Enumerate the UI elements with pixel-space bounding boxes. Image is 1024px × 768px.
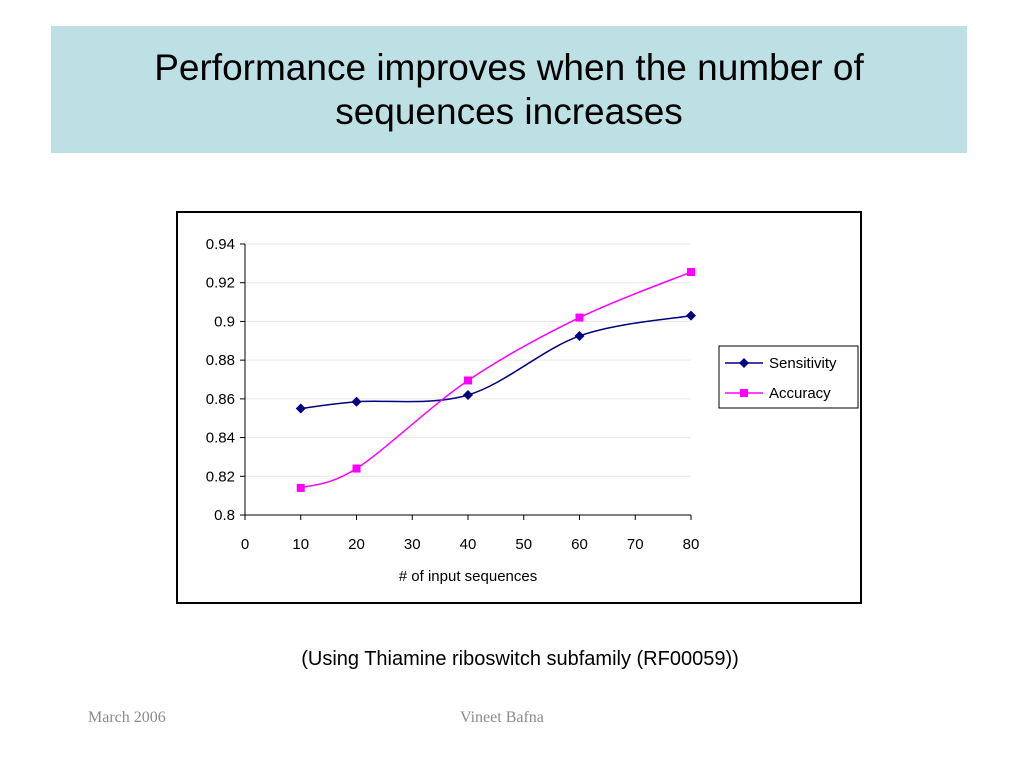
data-point-accuracy [352, 464, 361, 473]
x-tick-label: 40 [460, 536, 477, 553]
data-point-accuracy [575, 313, 584, 322]
x-tick-label: 0 [241, 536, 249, 553]
series-line-accuracy [300, 271, 692, 489]
data-point-accuracy [464, 376, 472, 385]
legend-box [718, 345, 859, 409]
x-tick-label: 30 [404, 536, 421, 553]
footer-author: Vineet Bafna [460, 709, 544, 726]
title-band: Performance improves when the number of … [51, 26, 967, 153]
x-axis-label: # of input sequences [399, 568, 537, 585]
data-point-sensitivity [686, 310, 696, 321]
y-tick-label: 0.94 [206, 236, 235, 253]
data-point-sensitivity [574, 330, 585, 341]
y-tick-label: 0.84 [206, 430, 235, 447]
chart-caption: (Using Thiamine riboswitch subfamily (RF… [301, 648, 739, 670]
x-tick-label: 60 [571, 536, 588, 553]
data-point-sensitivity [463, 389, 473, 400]
legend-marker-accuracy [740, 389, 748, 397]
x-tick-label: 20 [348, 536, 365, 553]
y-tick-label: 0.9 [214, 313, 235, 330]
footer-date: March 2006 [88, 709, 166, 726]
legend-label-accuracy: Accuracy [769, 385, 831, 402]
x-tick-label: 80 [683, 536, 700, 553]
data-point-accuracy [296, 483, 305, 492]
data-point-sensitivity [295, 403, 306, 414]
y-tick-label: 0.88 [206, 352, 235, 369]
data-point-accuracy [687, 268, 695, 277]
slide-title: Performance improves when the number of … [154, 46, 864, 132]
y-tick-label: 0.92 [206, 275, 235, 292]
line-chart: 0.94 0.92 0.9 0.88 0.86 0.84 0.82 0.8 0 10 20 30 40 5… [206, 236, 859, 585]
y-tick-label: 0.86 [206, 391, 235, 408]
x-tick-label: 10 [292, 536, 309, 553]
x-tick-label: 70 [627, 536, 644, 553]
y-tick-label: 0.82 [206, 468, 235, 485]
legend-label-sensitivity: Sensitivity [769, 355, 837, 372]
data-point-sensitivity [351, 396, 362, 407]
legend-marker-sensitivity [739, 358, 749, 368]
series-line-sensitivity [300, 314, 692, 410]
y-tick-label: 0.8 [214, 507, 235, 524]
x-tick-label: 50 [515, 536, 532, 553]
chart-frame: 0.94 0.92 0.9 0.88 0.86 0.84 0.82 0.8 0 10 20 30 40 5… [176, 211, 862, 604]
